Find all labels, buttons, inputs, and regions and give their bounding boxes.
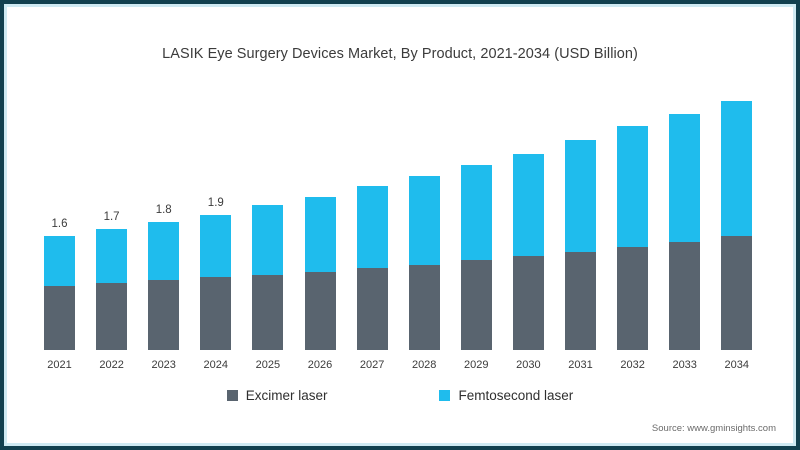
bar-segment-excimer[interactable]	[512, 256, 544, 350]
x-axis-tick-label: 2022	[99, 359, 124, 371]
bar-group[interactable]: 2033	[669, 113, 701, 371]
source-attribution: Source: www.gminsights.com	[651, 423, 776, 434]
bar-segment-excimer[interactable]	[460, 260, 492, 350]
bar-segment-excimer[interactable]	[200, 277, 232, 350]
bar-value-label: 1.7	[103, 210, 120, 223]
bar-segment-femtosecond[interactable]	[669, 113, 701, 242]
bar-segment-femtosecond[interactable]	[617, 125, 649, 247]
x-axis-tick-label: 2034	[724, 359, 750, 371]
legend-item[interactable]: Excimer laser	[226, 388, 328, 403]
x-axis-tick-label: 2026	[307, 359, 333, 371]
x-axis-tick-label: 2023	[151, 359, 176, 371]
bar-segment-excimer[interactable]	[669, 241, 701, 350]
chart-legend: Excimer laser Femtosecond laser	[0, 388, 800, 403]
x-axis-tick-label: 2027	[359, 359, 385, 371]
bar-segment-femtosecond[interactable]	[304, 196, 336, 272]
x-axis-tick-label: 2024	[203, 359, 229, 371]
bar-group[interactable]: 2032	[617, 125, 649, 371]
bar-segment-femtosecond[interactable]	[356, 186, 388, 269]
bar-group[interactable]: 1.7 2022	[96, 211, 128, 371]
legend-item[interactable]: Femtosecond laser	[439, 388, 573, 403]
legend-swatch-femtosecond	[439, 390, 451, 401]
bar-value-label: 1.8	[155, 203, 172, 216]
bar-segment-femtosecond[interactable]	[721, 100, 753, 237]
x-axis-tick-label: 2031	[568, 359, 593, 371]
bar-segment-femtosecond[interactable]	[512, 154, 544, 257]
bar-group[interactable]: 2029	[460, 164, 492, 371]
legend-label: Femtosecond laser	[458, 388, 574, 403]
x-axis-tick-label: 2032	[620, 359, 645, 371]
bar-group[interactable]: 1.6 2021	[44, 218, 75, 371]
x-axis-tick-label: 2029	[464, 359, 489, 371]
bar-value-label: 1.6	[51, 218, 68, 231]
bar-segment-excimer[interactable]	[252, 274, 284, 350]
bar-segment-femtosecond[interactable]	[460, 164, 492, 261]
bar-segment-femtosecond[interactable]	[565, 139, 596, 252]
bar-group[interactable]: 2034	[721, 100, 753, 371]
bar-segment-excimer[interactable]	[148, 280, 180, 350]
bar-segment-excimer[interactable]	[617, 246, 649, 350]
bar-group[interactable]: 2025	[252, 204, 284, 371]
bar-group[interactable]: 1.9 2024	[200, 197, 232, 371]
bar-segment-excimer[interactable]	[96, 283, 128, 350]
chart-title: LASIK Eye Surgery Devices Market, By Pro…	[162, 46, 638, 62]
bar-group[interactable]: 2026	[304, 196, 336, 371]
legend-swatch-excimer	[226, 390, 238, 401]
bar-segment-femtosecond[interactable]	[96, 228, 128, 284]
bar-segment-excimer[interactable]	[408, 264, 440, 350]
x-axis-tick-label: 2028	[411, 359, 437, 371]
bar-segment-femtosecond[interactable]	[252, 204, 284, 275]
bar-segment-excimer[interactable]	[565, 251, 596, 350]
bar-group[interactable]: 2028	[408, 175, 440, 371]
x-axis-tick-label: 2025	[255, 359, 281, 371]
x-axis-tick-label: 2033	[672, 359, 697, 371]
bar-group[interactable]: 2031	[565, 139, 596, 371]
bar-segment-excimer[interactable]	[304, 271, 336, 350]
bar-segment-excimer[interactable]	[44, 285, 75, 350]
bar-segment-excimer[interactable]	[721, 236, 753, 350]
legend-label: Excimer laser	[245, 388, 328, 403]
bar-group[interactable]: 1.8 2023	[148, 204, 180, 371]
x-axis-tick-label: 2030	[516, 359, 541, 371]
bar-segment-femtosecond[interactable]	[200, 214, 232, 278]
bar-segment-femtosecond[interactable]	[44, 236, 75, 286]
bar-group[interactable]: 2027	[356, 186, 388, 371]
x-axis-tick-label: 2021	[47, 359, 72, 371]
bar-segment-excimer[interactable]	[356, 268, 388, 350]
bar-value-label: 1.9	[207, 196, 224, 209]
bar-segment-femtosecond[interactable]	[148, 221, 180, 281]
bar-segment-femtosecond[interactable]	[408, 175, 440, 265]
bar-group[interactable]: 2030	[512, 154, 544, 371]
